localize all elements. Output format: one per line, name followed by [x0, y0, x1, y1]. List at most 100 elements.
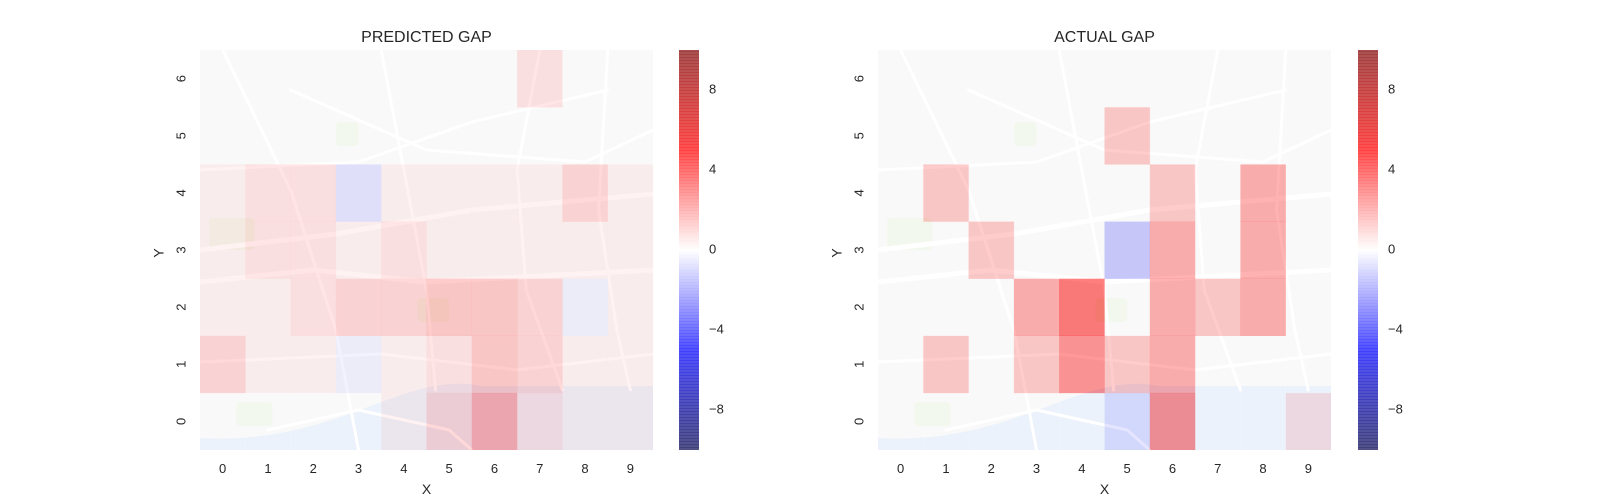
heatmap-cell — [1285, 221, 1331, 279]
heatmap-cell — [1195, 221, 1241, 279]
heatmap-cell — [381, 392, 427, 450]
heatmap-cell — [200, 50, 246, 108]
heatmap-cell — [517, 335, 563, 394]
heatmap-cell — [1195, 278, 1241, 337]
heatmap-cell — [1285, 50, 1331, 108]
x-tick-label: 5 — [446, 461, 453, 476]
x-tick-label: 8 — [581, 461, 588, 476]
colorbar-tick-label: 0 — [709, 241, 716, 256]
heatmap-cell — [1059, 392, 1105, 450]
heatmap-cell — [1013, 335, 1060, 394]
heatmap-cell — [1059, 278, 1105, 337]
x-tick-label: 7 — [1214, 461, 1221, 476]
heatmap-cell — [923, 164, 969, 222]
heatmap-cell — [562, 164, 608, 222]
heatmap-cell — [968, 107, 1015, 165]
y-tick-label: 5 — [851, 132, 866, 139]
heatmap-cell — [607, 107, 653, 165]
heatmap-cell — [245, 50, 291, 108]
heatmap-cell — [968, 335, 1015, 394]
heatmap-cell — [517, 278, 563, 337]
actual-map-panel: ACTUAL GAP 0 1 2 3 4 5 6 7 8 9 0 1 2 3 4 5 6 X Y 8 4 0 −4 −8 — [829, 29, 1403, 497]
heatmap-cell — [1149, 50, 1196, 108]
x-tick-label: 9 — [627, 461, 634, 476]
predicted-x-axis-label: X — [422, 481, 432, 497]
y-tick-label: 2 — [173, 304, 188, 311]
heatmap-cell — [923, 221, 969, 279]
heatmap-cell — [1195, 335, 1241, 394]
x-tick-label: 7 — [536, 461, 543, 476]
heatmap-cell — [517, 107, 563, 165]
heatmap-cell — [290, 221, 337, 279]
heatmap-cell — [517, 392, 563, 450]
heatmap-cell — [471, 278, 518, 337]
heatmap-cell — [471, 221, 518, 279]
heatmap-cell — [878, 221, 924, 279]
heatmap-cell — [1149, 335, 1196, 394]
heatmap-cell — [968, 392, 1015, 450]
predicted-map-panel: PREDICTED GAP 0 1 2 3 4 5 6 7 8 9 0 1 2 3 4 5 6 X Y 8 4 0 −4 −8 — [151, 29, 724, 497]
y-tick-label: 2 — [851, 304, 866, 311]
heatmap-cell — [1285, 164, 1331, 222]
y-tick-label: 1 — [851, 361, 866, 368]
heatmap-cell — [335, 164, 382, 222]
x-tick-label: 1 — [942, 461, 949, 476]
heatmap-cell — [968, 164, 1015, 222]
colorbar-tick-label: 8 — [709, 81, 716, 96]
heatmap-cell — [290, 278, 337, 337]
x-tick-label: 2 — [310, 461, 317, 476]
heatmap-cell — [1240, 50, 1286, 108]
heatmap-cell — [607, 335, 653, 394]
heatmap-cell — [426, 107, 473, 165]
heatmap-cell — [1013, 50, 1060, 108]
heatmap-cell — [562, 221, 608, 279]
x-tick-label: 0 — [219, 461, 226, 476]
y-tick-label: 1 — [173, 361, 188, 368]
heatmap-cell — [381, 335, 427, 394]
y-tick-label: 3 — [173, 246, 188, 253]
heatmap-cell — [335, 335, 382, 394]
heatmap-cell — [200, 392, 246, 450]
heatmap-cell — [200, 335, 246, 394]
heatmap-cell — [923, 50, 969, 108]
heatmap-cell — [1149, 221, 1196, 279]
heatmap-cell — [1104, 335, 1151, 394]
heatmap-cell — [1059, 164, 1105, 222]
actual-chart-title: ACTUAL GAP — [1054, 29, 1155, 46]
heatmap-cell — [335, 221, 382, 279]
heatmap-cell — [1240, 392, 1286, 450]
heatmap-cell — [1240, 164, 1286, 222]
heatmap-cell — [968, 278, 1015, 337]
heatmap-cell — [1013, 164, 1060, 222]
x-tick-label: 0 — [897, 461, 904, 476]
x-tick-label: 8 — [1259, 461, 1266, 476]
heatmap-cell — [290, 392, 337, 450]
heatmap-cell — [1104, 278, 1151, 337]
heatmap-cell — [878, 164, 924, 222]
heatmap-cell — [471, 107, 518, 165]
colorbar-gradient — [1358, 50, 1378, 450]
heatmap-cell — [1149, 392, 1196, 450]
y-tick-label: 4 — [173, 189, 188, 196]
heatmap-cell — [1059, 107, 1105, 165]
x-tick-label: 4 — [400, 461, 407, 476]
y-tick-label: 0 — [173, 418, 188, 425]
actual-heatmap-cells — [878, 50, 1331, 450]
heatmap-cell — [562, 335, 608, 394]
heatmap-cell — [426, 335, 473, 394]
y-tick-label: 5 — [173, 132, 188, 139]
heatmap-cell — [245, 164, 291, 222]
heatmap-cell — [607, 278, 653, 337]
heatmap-cell — [381, 164, 427, 222]
predicted-chart-title: PREDICTED GAP — [361, 29, 492, 46]
heatmap-cell — [335, 50, 382, 108]
heatmap-cell — [1104, 164, 1151, 222]
heatmap-cell — [1240, 278, 1286, 337]
heatmap-cell — [607, 392, 653, 450]
heatmap-cell — [381, 50, 427, 108]
heatmap-cell — [517, 164, 563, 222]
heatmap-cell — [517, 50, 563, 108]
heatmap-cell — [1013, 107, 1060, 165]
colorbar-tick-label: 4 — [1388, 161, 1395, 176]
